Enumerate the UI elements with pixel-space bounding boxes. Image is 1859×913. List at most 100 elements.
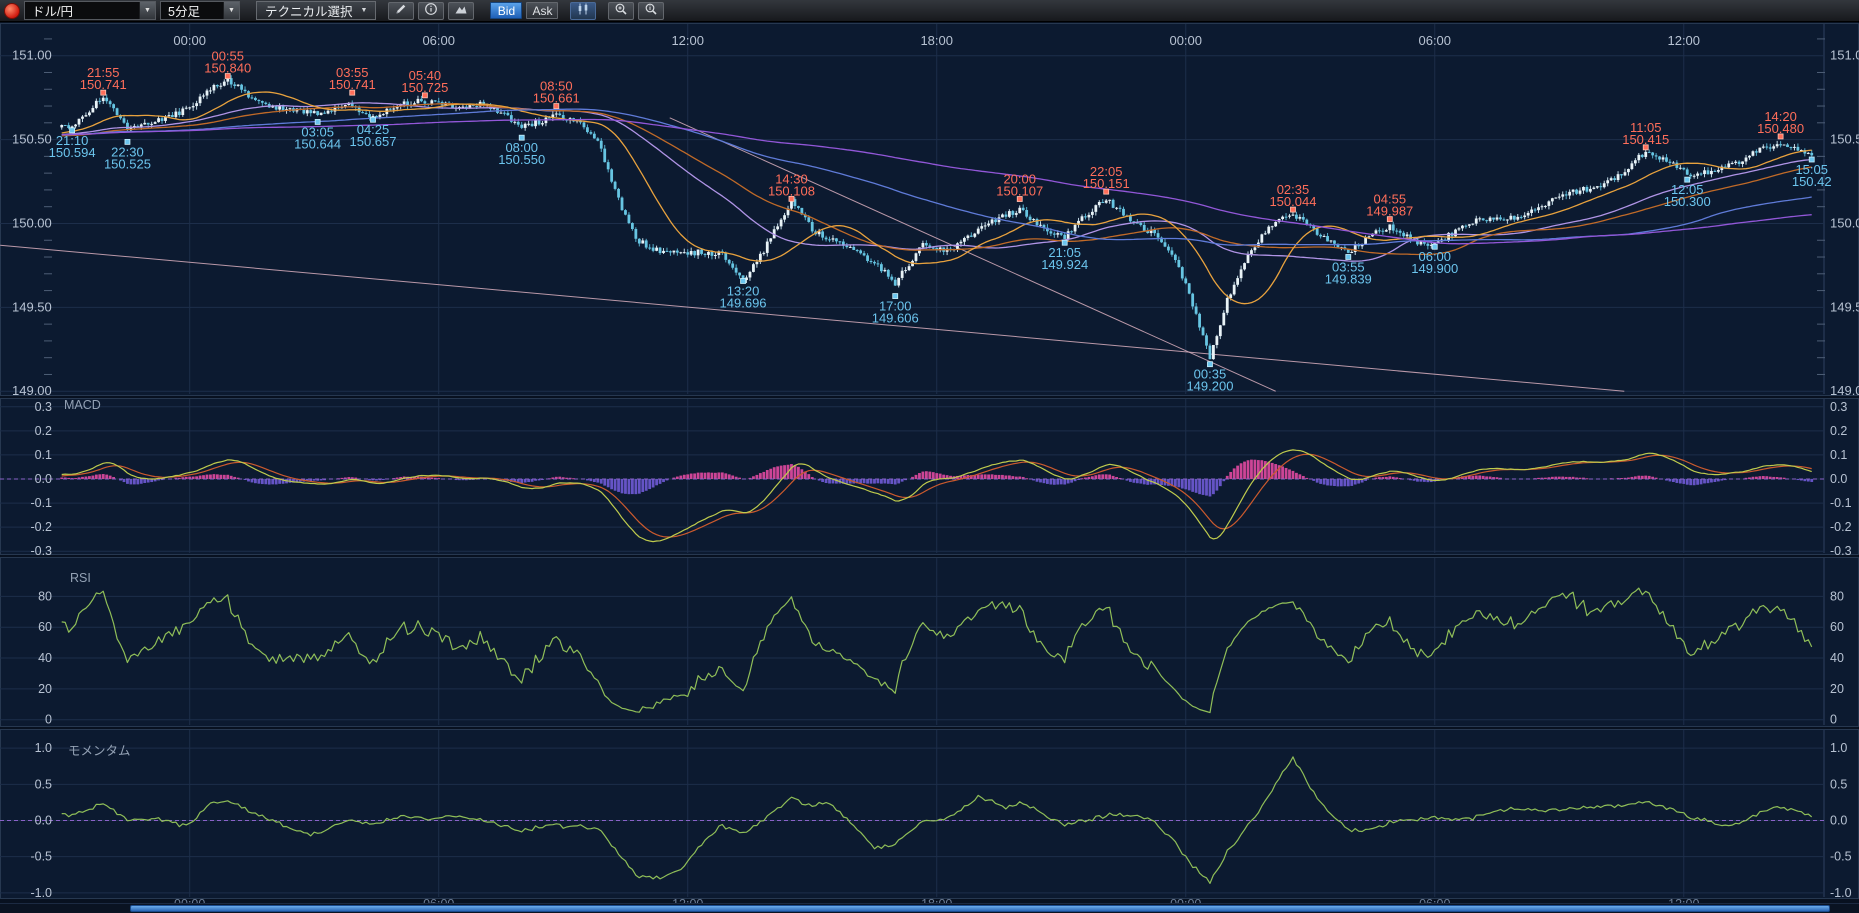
zoom-info-button[interactable] xyxy=(638,1,665,20)
high-annotation-time: 20:00 xyxy=(1003,172,1036,187)
low-marker xyxy=(69,127,76,134)
low-annotation-time: 21:05 xyxy=(1048,245,1081,260)
macd-axis-label-right: 0.0 xyxy=(1830,472,1847,486)
high-annotation-price: 150.741 xyxy=(80,77,127,92)
rsi-panel-label: RSI xyxy=(70,571,91,585)
rsi-axis-label-right: 60 xyxy=(1830,620,1844,634)
momentum-axis-label-right: 0.5 xyxy=(1830,777,1847,791)
time-axis-label: 18:00 xyxy=(920,33,953,48)
low-marker xyxy=(1431,243,1438,250)
sma-55-line xyxy=(61,102,1812,262)
time-axis-label: 12:00 xyxy=(671,33,704,48)
low-annotation-price: 150.644 xyxy=(294,136,341,151)
candlestick-view-button[interactable] xyxy=(570,1,597,20)
high-marker xyxy=(1642,144,1649,151)
low-annotation-time: 17:00 xyxy=(879,299,912,314)
price-axis-label-left: 150.00 xyxy=(12,215,52,230)
trend-line-2 xyxy=(669,117,1276,392)
low-annotation-price: 150.300 xyxy=(1664,194,1711,209)
time-axis-label: 06:00 xyxy=(422,33,455,48)
high-annotation-price: 150.151 xyxy=(1083,176,1130,191)
price-axis-label-right: 149.00 xyxy=(1830,383,1859,398)
high-annotation-time: 05:40 xyxy=(409,68,442,83)
high-marker xyxy=(1386,216,1393,223)
chevron-down-icon[interactable]: ▼ xyxy=(223,2,239,19)
toolbar: ドル/円 ▼ 5分足 ▼ テクニカル選択 ▼ Bid Ask xyxy=(0,0,1859,22)
horizontal-scrollbar[interactable] xyxy=(0,903,1859,913)
low-marker xyxy=(314,119,321,125)
high-annotation-time: 14:20 xyxy=(1764,109,1797,124)
pair-select-value: ドル/円 xyxy=(32,5,73,19)
low-annotation-price: 149.200 xyxy=(1186,379,1233,394)
low-annotation-price: 149.606 xyxy=(872,311,919,326)
momentum-axis-label-right: -0.5 xyxy=(1830,850,1852,864)
scrollbar-thumb[interactable] xyxy=(130,905,1830,912)
high-annotation-time: 00:55 xyxy=(211,49,244,64)
technical-select-button[interactable]: テクニカル選択 ▼ xyxy=(256,1,377,20)
high-marker xyxy=(553,103,560,109)
high-marker xyxy=(1016,196,1023,202)
time-axis-label: 06:00 xyxy=(1418,33,1451,48)
low-annotation-price: 149.900 xyxy=(1411,261,1458,276)
sma-75-line xyxy=(61,103,1812,256)
high-marker xyxy=(349,89,356,96)
high-annotation-time: 14:30 xyxy=(775,171,808,186)
rsi-line xyxy=(61,587,1813,714)
low-annotation-time: 12:05 xyxy=(1671,182,1704,197)
high-annotation-price: 150.480 xyxy=(1757,121,1804,136)
gridlines xyxy=(0,24,1825,897)
magnifier-plus-icon xyxy=(614,2,628,19)
low-annotation-time: 22:30 xyxy=(111,144,144,159)
price-axis-label-left: 151.00 xyxy=(12,48,52,63)
indicator-layers xyxy=(0,117,1824,885)
magnifier-info-icon xyxy=(644,2,658,19)
high-annotation-price: 150.725 xyxy=(401,80,448,95)
momentum-axis-label-right: -1.0 xyxy=(1830,886,1852,900)
high-marker xyxy=(421,92,428,99)
macd-axis-label-left: 0.0 xyxy=(35,472,52,486)
rsi-axis-label-right: 80 xyxy=(1830,589,1844,603)
high-annotation-price: 150.108 xyxy=(768,183,815,198)
timeframe-select[interactable]: 5分足 ▼ xyxy=(160,1,240,20)
low-annotation-time: 13:20 xyxy=(727,283,760,298)
chevron-down-icon[interactable]: ▼ xyxy=(139,2,155,19)
time-axis-label: 00:00 xyxy=(1169,33,1202,48)
momentum-axis-label-left: 0.0 xyxy=(35,814,52,828)
chart-style-button[interactable] xyxy=(448,1,475,20)
momentum-axis-label-left: -1.0 xyxy=(30,886,52,900)
draw-tool-button[interactable] xyxy=(388,1,415,20)
bid-toggle-button[interactable]: Bid xyxy=(490,2,523,19)
low-annotation-time: 21:10 xyxy=(56,133,89,148)
info-button[interactable] xyxy=(418,1,445,20)
high-annotation-price: 150.840 xyxy=(204,61,251,76)
price-axis-label-right: 149.50 xyxy=(1830,299,1859,314)
low-marker xyxy=(124,138,131,145)
moving-average-layer xyxy=(61,91,1812,305)
high-marker xyxy=(788,195,795,202)
momentum-panel-label: モメンタム xyxy=(68,744,131,758)
high-annotation-price: 150.044 xyxy=(1269,194,1316,209)
macd-axis-label-left: 0.1 xyxy=(35,448,52,462)
rsi-axis-label-right: 20 xyxy=(1830,682,1844,696)
low-marker xyxy=(370,116,376,123)
momentum-axis-label-right: 1.0 xyxy=(1830,741,1847,755)
low-annotation-price: 150.550 xyxy=(498,152,545,167)
ask-toggle-button[interactable]: Ask xyxy=(526,2,559,19)
pencil-icon xyxy=(394,2,408,19)
high-annotation-price: 150.661 xyxy=(533,91,580,106)
high-marker xyxy=(1777,133,1784,140)
pair-select[interactable]: ドル/円 ▼ xyxy=(24,1,156,20)
low-annotation-price: 150.525 xyxy=(104,156,151,171)
momentum-axis-label-right: 0.0 xyxy=(1830,814,1847,828)
technical-select-label: テクニカル選択 xyxy=(265,5,353,19)
rsi-axis-label-left: 80 xyxy=(38,589,52,603)
zoom-in-button[interactable] xyxy=(608,1,635,20)
high-marker xyxy=(1103,188,1110,195)
low-annotation-time: 04:25 xyxy=(357,122,390,137)
rsi-axis-label-right: 0 xyxy=(1830,713,1837,727)
high-annotation-time: 22:05 xyxy=(1090,164,1123,179)
macd-axis-label-left: -0.2 xyxy=(30,520,52,534)
rsi-axis-label-right: 40 xyxy=(1830,651,1844,665)
